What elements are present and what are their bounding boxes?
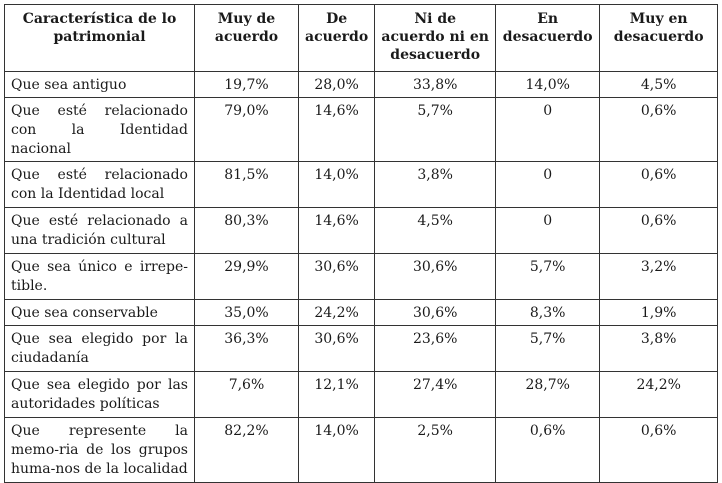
row-label: Que sea elegido por las autoridades polí… xyxy=(4,371,195,418)
cell-value: 79,0% xyxy=(194,97,299,162)
table-row: Que sea antiguo 19,7% 28,0% 33,8% 14,0% … xyxy=(4,71,719,98)
cell-value: 4,5% xyxy=(599,71,719,98)
cell-value: 0,6% xyxy=(599,417,719,483)
cell-value: 0,6% xyxy=(599,161,719,208)
cell-value: 30,6% xyxy=(374,299,497,326)
cell-value: 0,6% xyxy=(599,97,719,162)
cell-value: 81,5% xyxy=(194,161,299,208)
cell-value: 3,8% xyxy=(374,161,497,208)
cell-value: 30,6% xyxy=(297,253,376,300)
header-characteristic: Característica de lo patrimonial xyxy=(4,4,195,72)
header-row: Característica de lo patrimonial Muy de … xyxy=(4,4,719,72)
row-label: Que sea único e irrepe-tible. xyxy=(4,253,195,300)
cell-value: 12,1% xyxy=(297,371,376,418)
cell-value: 14,6% xyxy=(297,97,376,162)
header-muy-en-desacuerdo: Muy en desacuerdo xyxy=(599,4,719,72)
table-row: Que sea único e irrepe-tible. 29,9% 30,6… xyxy=(4,253,719,300)
cell-value: 30,6% xyxy=(297,325,376,372)
row-label: Que sea elegido por la ciudadanía xyxy=(4,325,195,372)
cell-value: 5,7% xyxy=(495,253,601,300)
cell-value: 28,7% xyxy=(495,371,601,418)
cell-value: 14,0% xyxy=(297,161,376,208)
cell-value: 0,6% xyxy=(599,207,719,254)
table-row: Que sea elegido por las autoridades polí… xyxy=(4,371,719,418)
table-row: Que esté relacionado a una tradición cul… xyxy=(4,207,719,254)
survey-table: Característica de lo patrimonial Muy de … xyxy=(4,4,719,483)
cell-value: 3,2% xyxy=(599,253,719,300)
cell-value: 30,6% xyxy=(374,253,497,300)
cell-value: 27,4% xyxy=(374,371,497,418)
cell-value: 24,2% xyxy=(297,299,376,326)
table-container: Característica de lo patrimonial Muy de … xyxy=(4,4,719,483)
cell-value: 14,6% xyxy=(297,207,376,254)
row-label: Que esté relacionado con la Identidad na… xyxy=(4,97,195,162)
cell-value: 14,0% xyxy=(495,71,601,98)
table-row: Que esté relacionado con la Identidad na… xyxy=(4,97,719,162)
table-row: Que esté relacionado con la Identidad lo… xyxy=(4,161,719,208)
header-en-desacuerdo: En desacuerdo xyxy=(495,4,601,72)
cell-value: 28,0% xyxy=(297,71,376,98)
cell-value: 14,0% xyxy=(297,417,376,483)
cell-value: 8,3% xyxy=(495,299,601,326)
cell-value: 33,8% xyxy=(374,71,497,98)
cell-value: 5,7% xyxy=(374,97,497,162)
row-label: Que represente la memo-ria de los grupos… xyxy=(4,417,195,483)
cell-value: 0 xyxy=(495,97,601,162)
cell-value: 2,5% xyxy=(374,417,497,483)
table-row: Que sea conservable 35,0% 24,2% 30,6% 8,… xyxy=(4,299,719,326)
cell-value: 5,7% xyxy=(495,325,601,372)
cell-value: 0 xyxy=(495,207,601,254)
cell-value: 80,3% xyxy=(194,207,299,254)
cell-value: 24,2% xyxy=(599,371,719,418)
row-label: Que sea antiguo xyxy=(4,71,195,98)
cell-value: 7,6% xyxy=(194,371,299,418)
row-label: Que esté relacionado a una tradición cul… xyxy=(4,207,195,254)
cell-value: 19,7% xyxy=(194,71,299,98)
row-label: Que sea conservable xyxy=(4,299,195,326)
cell-value: 0,6% xyxy=(495,417,601,483)
row-label: Que esté relacionado con la Identidad lo… xyxy=(4,161,195,208)
cell-value: 0 xyxy=(495,161,601,208)
cell-value: 4,5% xyxy=(374,207,497,254)
cell-value: 1,9% xyxy=(599,299,719,326)
cell-value: 29,9% xyxy=(194,253,299,300)
header-neutral: Ni de acuerdo ni en desacuerdo xyxy=(374,4,497,72)
cell-value: 82,2% xyxy=(194,417,299,483)
cell-value: 3,8% xyxy=(599,325,719,372)
header-de-acuerdo: De acuerdo xyxy=(297,4,376,72)
cell-value: 35,0% xyxy=(194,299,299,326)
table-row: Que represente la memo-ria de los grupos… xyxy=(4,417,719,483)
table-row: Que sea elegido por la ciudadanía 36,3% … xyxy=(4,325,719,372)
header-muy-de-acuerdo: Muy de acuerdo xyxy=(194,4,299,72)
cell-value: 23,6% xyxy=(374,325,497,372)
cell-value: 36,3% xyxy=(194,325,299,372)
